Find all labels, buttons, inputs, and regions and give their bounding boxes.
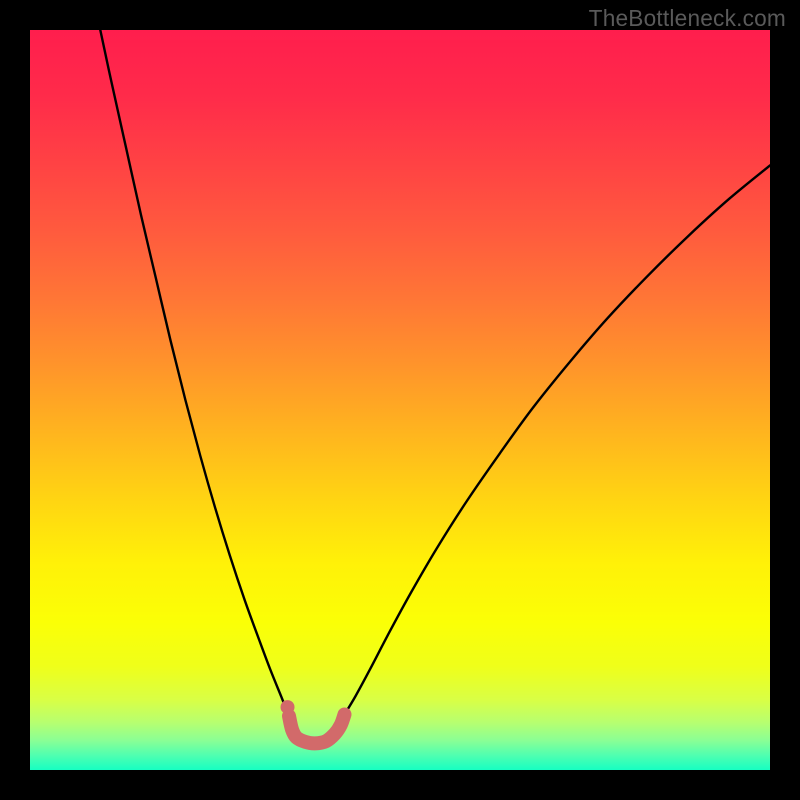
chart-svg <box>30 30 770 770</box>
plot-area <box>30 30 770 770</box>
canvas-root: TheBottleneck.com <box>0 0 800 800</box>
chart-background <box>30 30 770 770</box>
watermark-text: TheBottleneck.com <box>589 5 786 32</box>
valley-marker-dot <box>281 700 295 714</box>
